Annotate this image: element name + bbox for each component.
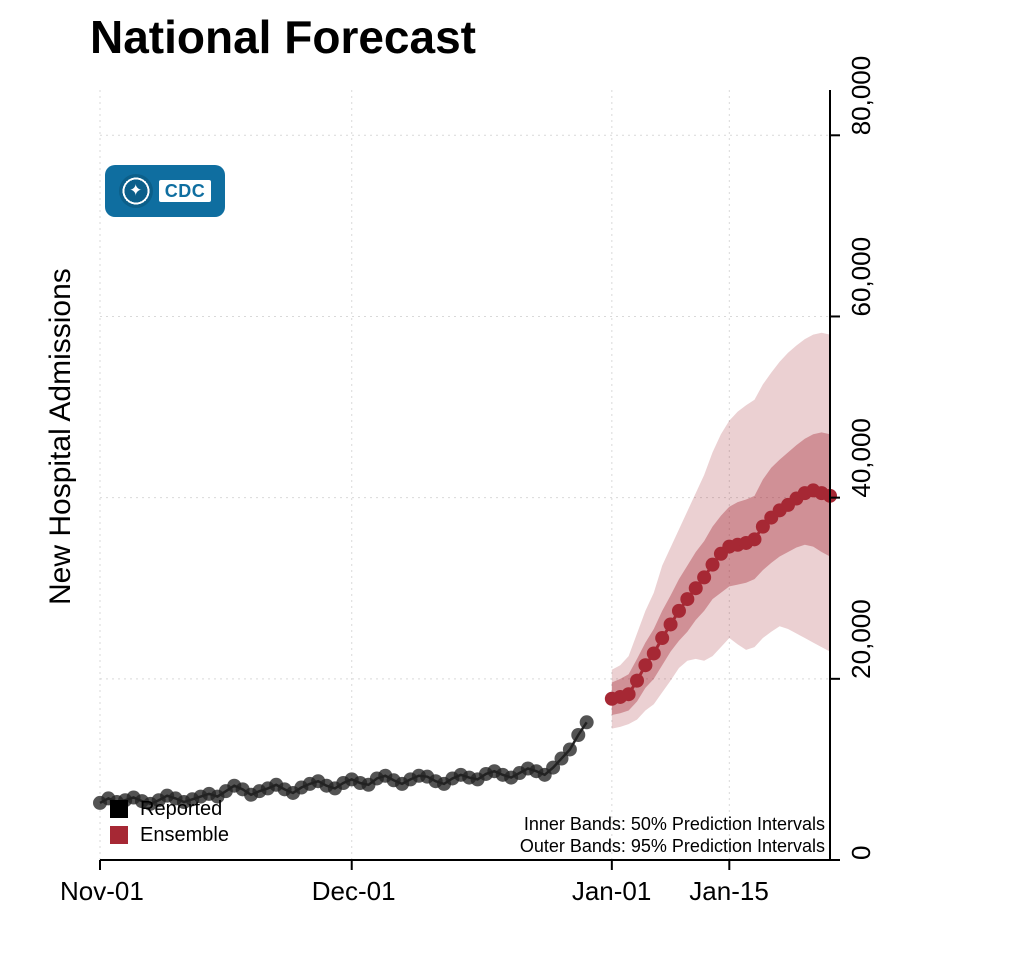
y-axis-label: New Hospital Admissions [44, 268, 77, 605]
reported-marker [580, 715, 594, 729]
reported-marker [563, 742, 577, 756]
ensemble-marker [747, 532, 761, 546]
reported-line [100, 722, 587, 804]
ensemble-marker [622, 687, 636, 701]
y-tick-label: 20,000 [846, 599, 876, 679]
ensemble-marker [638, 658, 652, 672]
ensemble-marker [664, 617, 678, 631]
y-tick-label: 60,000 [846, 237, 876, 317]
legend-note: Inner Bands: 50% Prediction Intervals [524, 814, 825, 834]
x-tick-label: Dec-01 [312, 876, 396, 906]
ensemble-marker [697, 570, 711, 584]
x-tick-label: Nov-01 [60, 876, 144, 906]
y-tick-label: 40,000 [846, 418, 876, 498]
legend-label: Reported [140, 798, 222, 820]
y-tick-label: 80,000 [846, 56, 876, 136]
ensemble-marker [647, 646, 661, 660]
legend-swatch [110, 800, 128, 818]
forecast-chart: Nov-01 Dec-01 Jan-01 Jan-15 0 20,000 40,000 60,… [0, 0, 1024, 956]
ensemble-marker [672, 604, 686, 618]
legend-note: Outer Bands: 95% Prediction Intervals [520, 836, 825, 856]
legend-swatch [110, 826, 128, 844]
reported-marker [571, 728, 585, 742]
x-tick-label: Jan-15 [689, 876, 769, 906]
y-tick-label: 0 [846, 846, 876, 860]
legend-label: Ensemble [140, 824, 229, 846]
ensemble-marker [655, 631, 669, 645]
ensemble-marker [630, 674, 644, 688]
x-tick-label: Jan-01 [572, 876, 652, 906]
